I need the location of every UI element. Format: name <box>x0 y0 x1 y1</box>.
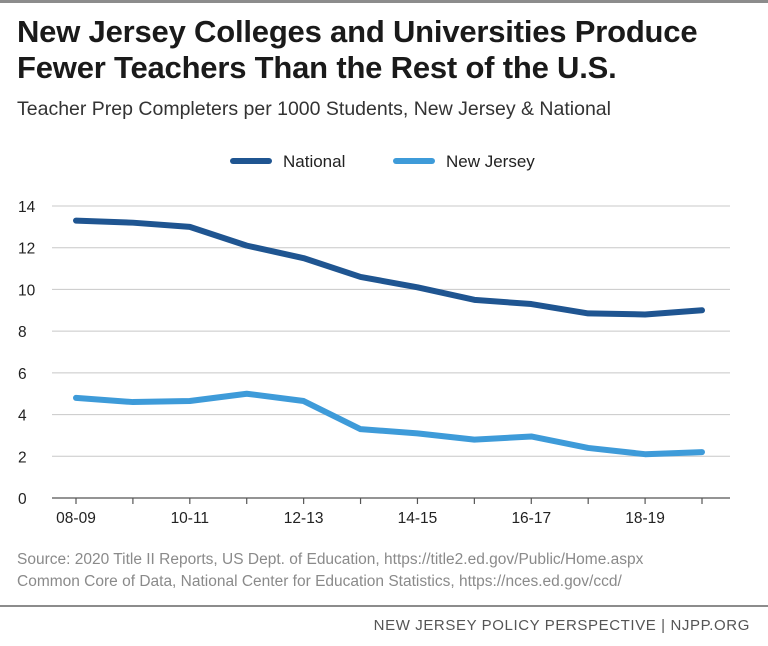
bottom-rule <box>0 605 768 607</box>
x-tick-label-14-15: 14-15 <box>398 510 438 527</box>
chart-series <box>73 217 705 458</box>
y-axis: 0 2 4 6 8 10 12 14 <box>18 199 36 508</box>
series-national <box>73 217 705 318</box>
y-tick-label-4: 4 <box>18 408 27 425</box>
line-national <box>73 217 705 318</box>
y-tick-label-14: 14 <box>18 199 36 216</box>
chart-subtitle: Teacher Prep Completers per 1000 Student… <box>17 98 611 120</box>
x-tick-label-12-13: 12-13 <box>284 510 324 527</box>
series-new-jersey <box>73 390 705 458</box>
top-rule <box>0 0 768 3</box>
x-tick-label-08-09: 08-09 <box>56 510 96 527</box>
legend-item-new-jersey: New Jersey <box>393 152 535 171</box>
source-note: Source: 2020 Title II Reports, US Dept. … <box>17 549 643 593</box>
title-line-2: Fewer Teachers Than the Rest of the U.S. <box>17 50 617 85</box>
y-tick-label-2: 2 <box>18 449 27 466</box>
x-tick-label-10-11: 10-11 <box>171 510 210 527</box>
legend-item-national: National <box>230 152 345 171</box>
x-tick-label-18-19: 18-19 <box>625 510 665 527</box>
line-chart: National New Jersey 0 2 4 6 8 10 12 14 08-09 10-1… <box>18 152 730 527</box>
footer-credit: NEW JERSEY POLICY PERSPECTIVE | NJPP.ORG <box>373 617 750 634</box>
legend-label-national: National <box>283 152 345 171</box>
chart-grid <box>52 205 730 457</box>
y-tick-label-12: 12 <box>18 241 35 258</box>
chart-legend: National New Jersey <box>230 152 535 171</box>
line-new-jersey <box>73 390 705 458</box>
x-tick-label-16-17: 16-17 <box>511 510 551 527</box>
y-tick-label-10: 10 <box>18 282 36 299</box>
title-line-1: New Jersey Colleges and Universities Pro… <box>17 14 698 49</box>
y-tick-label-0: 0 <box>18 491 27 508</box>
y-tick-label-8: 8 <box>18 324 27 341</box>
source-line-1: Source: 2020 Title II Reports, US Dept. … <box>17 551 644 568</box>
y-tick-label-6: 6 <box>18 366 27 383</box>
x-axis: 08-09 10-11 12-13 14-15 16-17 18-19 <box>52 497 730 527</box>
chart-title: New Jersey Colleges and Universities Pro… <box>17 14 757 86</box>
source-line-2: Common Core of Data, National Center for… <box>17 573 622 590</box>
legend-label-new-jersey: New Jersey <box>446 152 535 171</box>
